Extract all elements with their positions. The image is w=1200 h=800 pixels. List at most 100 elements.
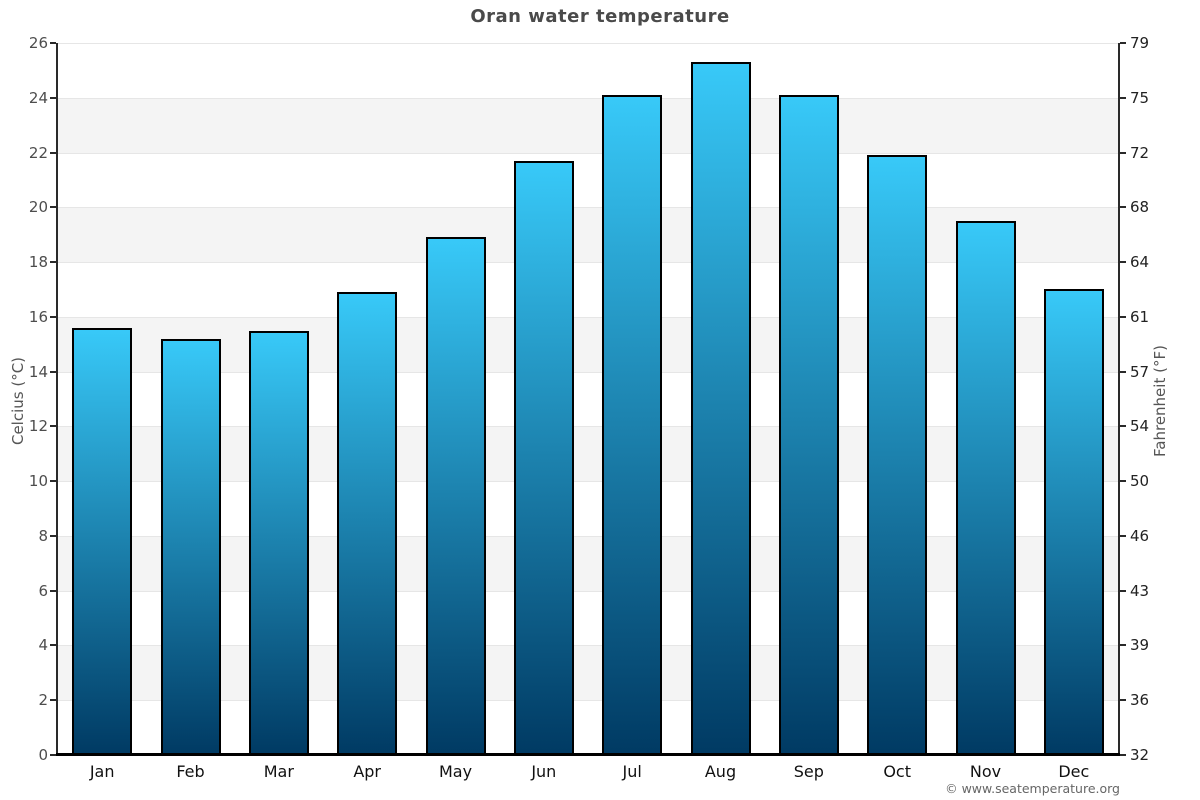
grid-band <box>58 207 1118 263</box>
month-label-may: May <box>438 762 473 781</box>
tick-mark-left <box>50 261 56 264</box>
celsius-tick-label: 8 <box>38 526 48 545</box>
celsius-tick-label: 2 <box>38 691 48 710</box>
celsius-tick-label: 12 <box>28 417 48 436</box>
tick-mark-right <box>1120 42 1126 44</box>
celsius-tick-label: 0 <box>38 746 48 764</box>
fahrenheit-tick-label: 79 <box>1130 34 1150 52</box>
grid-band <box>58 371 1118 427</box>
month-label-sep: Sep <box>793 762 824 781</box>
fahrenheit-tick-label: 54 <box>1130 417 1150 436</box>
grid-band <box>58 535 1118 591</box>
celsius-tick-label: 18 <box>28 253 48 272</box>
grid-band <box>58 316 1118 372</box>
fahrenheit-tick-label: 46 <box>1130 526 1150 545</box>
tick-mark-left <box>50 315 56 318</box>
celsius-tick-label: 4 <box>38 636 48 655</box>
temperature-bar-sep[interactable] <box>778 95 839 755</box>
temperature-bar-aug[interactable] <box>690 62 751 755</box>
celsius-tick-label: 6 <box>38 581 48 600</box>
month-label-jan: Jan <box>89 762 115 781</box>
temperature-bar-nov[interactable] <box>955 221 1016 755</box>
temperature-bar-jul[interactable] <box>602 95 663 755</box>
tick-mark-left <box>50 534 56 537</box>
grid-band <box>58 426 1118 482</box>
temperature-bar-dec[interactable] <box>1043 289 1104 755</box>
temperature-bar-may[interactable] <box>425 237 486 755</box>
tick-mark-right <box>1120 534 1126 537</box>
grid-band <box>58 262 1118 317</box>
celsius-tick-label: 22 <box>28 143 48 162</box>
fahrenheit-tick-label: 32 <box>1130 746 1150 764</box>
tick-mark-left <box>50 754 56 756</box>
grid-band <box>58 700 1118 755</box>
temperature-bar-apr[interactable] <box>337 292 398 755</box>
tick-mark-left <box>50 206 56 209</box>
celsius-tick-label: 24 <box>28 88 48 107</box>
fahrenheit-tick-label: 61 <box>1130 307 1150 326</box>
tick-mark-right <box>1120 370 1126 373</box>
temperature-bar-oct[interactable] <box>867 155 928 755</box>
fahrenheit-tick-label: 72 <box>1130 143 1150 162</box>
tick-mark-right <box>1120 589 1126 592</box>
watermark-credit: © www.seatemperature.org <box>945 781 1120 796</box>
celsius-tick-label: 16 <box>28 307 48 326</box>
y-axis-title-celsius: Celcius (°C) <box>9 356 27 446</box>
tick-mark-left <box>50 42 56 44</box>
month-label-oct: Oct <box>883 762 911 781</box>
fahrenheit-tick-label: 39 <box>1130 636 1150 655</box>
month-label-apr: Apr <box>353 762 381 781</box>
tick-mark-right <box>1120 151 1126 154</box>
celsius-tick-label: 20 <box>28 198 48 217</box>
tick-mark-left <box>50 480 56 483</box>
y-axis-title-fahrenheit: Fahrenheit (°F) <box>1151 345 1169 457</box>
grid-band <box>58 645 1118 701</box>
celsius-tick-label: 14 <box>28 362 48 381</box>
celsius-tick-label: 26 <box>28 34 48 52</box>
tick-mark-left <box>50 151 56 154</box>
tick-mark-left <box>50 425 56 428</box>
fahrenheit-tick-label: 57 <box>1130 362 1150 381</box>
tick-mark-left <box>50 370 56 373</box>
tick-mark-right <box>1120 644 1126 647</box>
grid-band <box>58 481 1118 536</box>
tick-mark-right <box>1120 96 1126 99</box>
month-label-dec: Dec <box>1058 762 1090 781</box>
month-label-jun: Jun <box>531 762 557 781</box>
tick-mark-left <box>50 589 56 592</box>
fahrenheit-tick-label: 43 <box>1130 581 1150 600</box>
temperature-bar-jan[interactable] <box>72 327 133 755</box>
tick-mark-right <box>1120 425 1126 428</box>
temperature-bar-jun[interactable] <box>513 160 574 755</box>
month-label-mar: Mar <box>263 762 294 781</box>
fahrenheit-tick-label: 64 <box>1130 253 1150 272</box>
tick-mark-right <box>1120 699 1126 702</box>
month-label-nov: Nov <box>969 762 1002 781</box>
grid-band <box>58 152 1118 208</box>
fahrenheit-tick-label: 50 <box>1130 472 1150 491</box>
fahrenheit-tick-label: 68 <box>1130 198 1150 217</box>
plot-area <box>58 43 1118 755</box>
month-label-aug: Aug <box>704 762 737 781</box>
fahrenheit-tick-label: 36 <box>1130 691 1150 710</box>
tick-mark-left <box>50 96 56 99</box>
y-axis-right <box>1118 43 1120 755</box>
tick-mark-left <box>50 644 56 647</box>
temperature-bar-mar[interactable] <box>248 330 309 755</box>
tick-mark-left <box>50 699 56 702</box>
chart-title: Oran water temperature <box>470 6 730 27</box>
celsius-tick-label: 10 <box>28 472 48 491</box>
x-axis <box>56 753 1120 756</box>
temperature-bar-feb[interactable] <box>160 338 221 755</box>
tick-mark-right <box>1120 206 1126 209</box>
month-label-jul: Jul <box>622 762 642 781</box>
grid-band <box>58 43 1118 98</box>
grid-band <box>58 590 1118 646</box>
tick-mark-right <box>1120 754 1126 756</box>
fahrenheit-tick-label: 75 <box>1130 88 1150 107</box>
y-axis-left <box>56 43 58 755</box>
grid-band <box>58 97 1118 153</box>
tick-mark-right <box>1120 480 1126 483</box>
tick-mark-right <box>1120 315 1126 318</box>
